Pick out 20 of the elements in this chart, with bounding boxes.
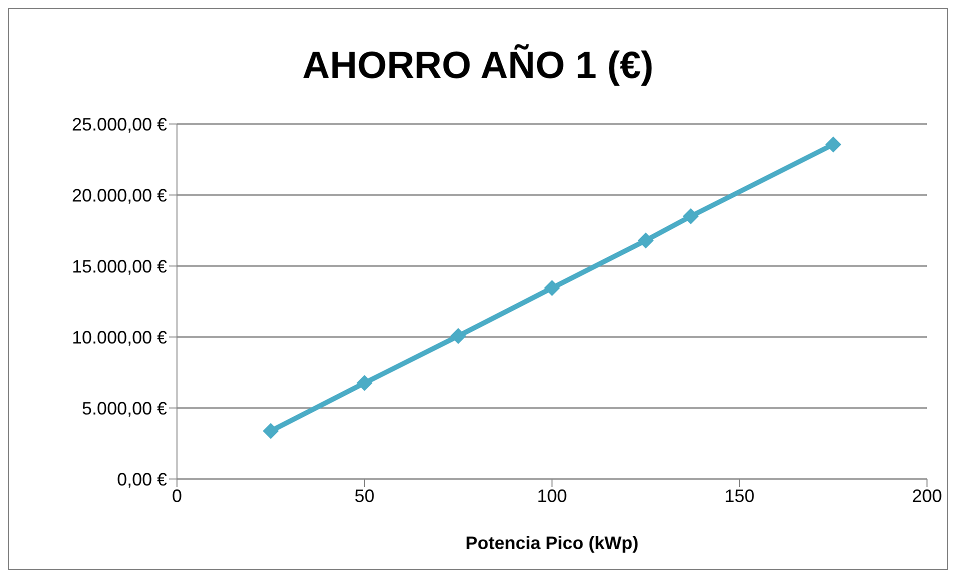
point bbox=[638, 232, 654, 248]
y-tick-label: 25.000,00 € bbox=[72, 114, 167, 134]
x-tick-label: 100 bbox=[536, 486, 568, 506]
x-tick-label: 150 bbox=[724, 486, 755, 506]
x-tick-label: 0 bbox=[172, 486, 182, 506]
point bbox=[825, 136, 842, 152]
y-tick-label: 0,00 € bbox=[116, 469, 167, 490]
y-tick-label: 10.000,00 € bbox=[72, 327, 167, 348]
point bbox=[682, 208, 699, 224]
point bbox=[356, 375, 372, 392]
chart-title: AHORRO AÑO 1 (€) bbox=[301, 45, 655, 88]
y-tick-label: 20.000,00 € bbox=[72, 185, 167, 206]
y-tick-label: 15.000,00 € bbox=[72, 256, 167, 276]
point bbox=[262, 423, 279, 440]
point bbox=[450, 328, 466, 344]
y-tick-label: 5.000,00 € bbox=[82, 398, 167, 418]
point bbox=[544, 280, 560, 296]
x-axis-title: Potencia Pico (kWp) bbox=[465, 533, 639, 553]
x-tick-label: 200 bbox=[912, 486, 942, 506]
x-tick-label: 50 bbox=[354, 486, 375, 506]
